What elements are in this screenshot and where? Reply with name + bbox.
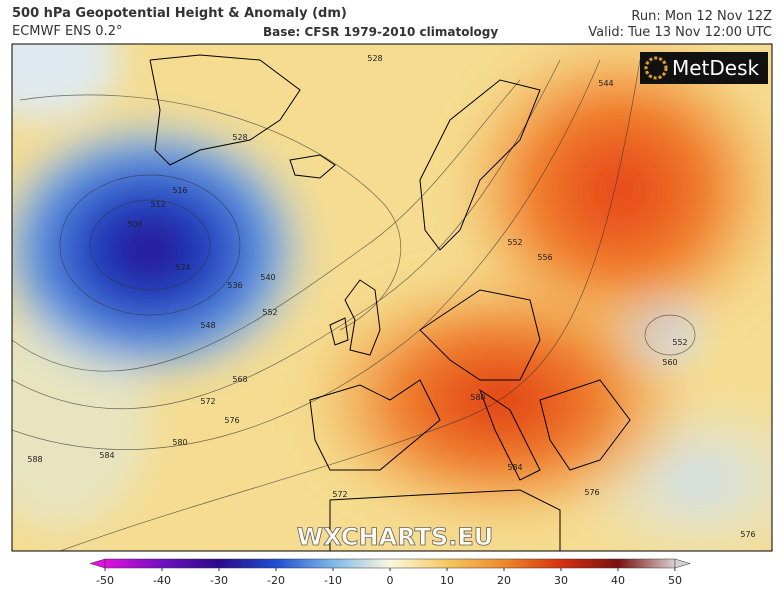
title: 500 hPa Geopotential Height & Anomaly (d…	[12, 6, 347, 21]
colorbar: -50 -40 -30 -20 -10 0 10 20 30 40 50	[89, 558, 691, 587]
contour-label: 552	[507, 238, 522, 247]
colorbar-tick-label: 10	[440, 574, 454, 587]
colorbar-tick-label: 40	[611, 574, 625, 587]
contour-label: 560	[662, 358, 677, 367]
colorbar-tick-label: 0	[387, 574, 394, 587]
colorbar-tick-label: 30	[554, 574, 568, 587]
contour-label: 572	[200, 397, 215, 406]
contour-label: 540	[260, 273, 275, 282]
run: Run: Mon 12 Nov 12Z	[631, 9, 772, 24]
contour-label: 536	[227, 281, 242, 290]
contour-label: 544	[598, 79, 613, 88]
contour-label: 588	[27, 455, 42, 464]
colorbar-tick-label: -50	[96, 574, 114, 587]
colorbar-tick-label: 20	[497, 574, 511, 587]
contour-label: 576	[740, 530, 755, 539]
contour-label: 516	[172, 186, 187, 195]
watermark: WXCHARTS.EU	[297, 523, 493, 551]
valid: Valid: Tue 13 Nov 12:00 UTC	[588, 25, 772, 40]
colorbar-tick-label: -30	[210, 574, 228, 587]
contour-label: 576	[584, 488, 599, 497]
logo: MetDesk	[672, 56, 760, 80]
contour-label: 552	[672, 338, 687, 347]
base: Base: CFSR 1979-2010 climatology	[263, 25, 499, 39]
contour-label: 548	[200, 321, 215, 330]
contour-label: 568	[232, 375, 247, 384]
colorbar-tick-label: 50	[668, 574, 682, 587]
colorbar-tick-label: -40	[153, 574, 171, 587]
model: ECMWF ENS 0.2°	[12, 24, 123, 39]
contour-label: 528	[232, 133, 247, 142]
logo-box	[640, 52, 768, 84]
contour-label: 580	[172, 438, 187, 447]
contour-label: 576	[224, 416, 239, 425]
contour-label: 552	[262, 308, 277, 317]
contour-label: 508	[127, 220, 142, 229]
contour-label: 556	[537, 253, 552, 262]
colorbar-tick-label: -10	[324, 574, 342, 587]
contour-label: 524	[175, 263, 190, 272]
contour-label: 528	[367, 54, 382, 63]
contour-label: 580	[470, 393, 485, 402]
contour-label: 512	[150, 200, 165, 209]
contour-label: 572	[332, 490, 347, 499]
colorbar-tick-label: -20	[267, 574, 285, 587]
map-field: 528 528 516 512 508 524 536 540 552 548 568 572 576 5…	[12, 44, 772, 551]
contour-label: 584	[507, 463, 522, 472]
contour-label: 584	[99, 451, 114, 460]
